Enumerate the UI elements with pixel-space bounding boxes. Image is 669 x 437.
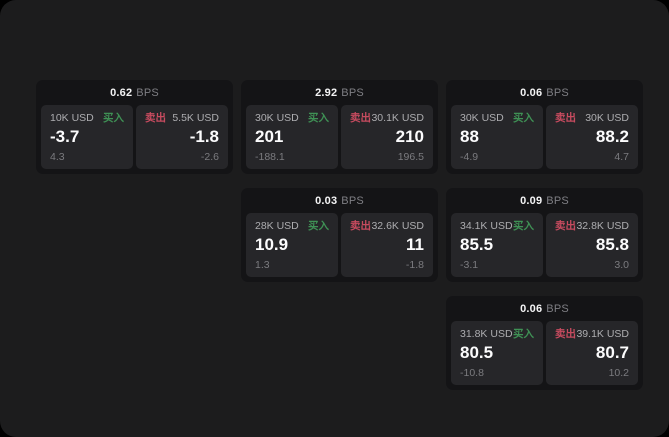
buy-label: 买入	[513, 112, 534, 124]
quote-body: 31.8K USD 买入 80.5 -10.8 卖出 39.1K USD 80.…	[446, 321, 643, 390]
sell-label: 卖出	[555, 112, 576, 124]
quote-body: 28K USD 买入 10.9 1.3 卖出 32.6K USD 11 -1.8	[241, 213, 438, 282]
buy-price: 80.5	[460, 343, 494, 362]
sell-amount: 30.1K USD	[371, 112, 424, 124]
buy-amount: 31.8K USD	[460, 328, 513, 340]
buy-panel[interactable]: 10K USD 买入 -3.7 4.3	[41, 105, 133, 169]
sell-amount: 32.8K USD	[576, 220, 629, 232]
bps-value: 0.09	[520, 194, 543, 207]
sell-label: 卖出	[555, 220, 576, 232]
bps-value: 0.62	[110, 86, 133, 99]
buy-panel[interactable]: 34.1K USD 买入 85.5 -3.1	[451, 213, 543, 277]
sell-delta: 3.0	[614, 259, 629, 271]
buy-amount: 30K USD	[460, 112, 504, 124]
sell-panel[interactable]: 卖出 30.1K USD 210 196.5	[341, 105, 433, 169]
quote-card: 0.03 BPS 28K USD 买入 10.9 1.3 卖出 32.6K US…	[241, 188, 438, 282]
buy-price: 88	[460, 127, 479, 146]
buy-amount: 10K USD	[50, 112, 94, 124]
quote-body: 10K USD 买入 -3.7 4.3 卖出 5.5K USD -1.8 -2.…	[36, 105, 233, 174]
buy-price: 10.9	[255, 235, 289, 254]
sell-price: 80.7	[595, 343, 629, 362]
bps-header: 0.06 BPS	[446, 80, 643, 105]
sell-delta: -1.8	[405, 259, 424, 271]
bps-value: 0.03	[315, 194, 338, 207]
buy-price: -3.7	[50, 127, 80, 146]
sell-delta: 4.7	[614, 151, 629, 163]
sell-panel[interactable]: 卖出 30K USD 88.2 4.7	[546, 105, 638, 169]
sell-panel[interactable]: 卖出 39.1K USD 80.7 10.2	[546, 321, 638, 385]
bps-header: 0.06 BPS	[446, 296, 643, 321]
buy-delta: -10.8	[460, 367, 484, 379]
buy-label: 买入	[308, 220, 329, 232]
buy-delta: -4.9	[460, 151, 479, 163]
buy-delta: 1.3	[255, 259, 270, 271]
sell-price: -1.8	[189, 127, 219, 146]
buy-label: 买入	[103, 112, 124, 124]
buy-panel[interactable]: 30K USD 买入 88 -4.9	[451, 105, 543, 169]
buy-panel[interactable]: 31.8K USD 买入 80.5 -10.8	[451, 321, 543, 385]
bps-unit: BPS	[341, 194, 364, 207]
sell-amount: 39.1K USD	[576, 328, 629, 340]
buy-label: 买入	[308, 112, 329, 124]
sell-panel[interactable]: 卖出 5.5K USD -1.8 -2.6	[136, 105, 228, 169]
sell-panel[interactable]: 卖出 32.8K USD 85.8 3.0	[546, 213, 638, 277]
bps-unit: BPS	[136, 86, 159, 99]
buy-amount: 30K USD	[255, 112, 299, 124]
quote-card: 2.92 BPS 30K USD 买入 201 -188.1 卖出 30.1K …	[241, 80, 438, 174]
bps-unit: BPS	[546, 302, 569, 315]
bps-value: 0.06	[520, 302, 543, 315]
quote-card: 0.06 BPS 31.8K USD 买入 80.5 -10.8 卖出 39.1…	[446, 296, 643, 390]
sell-amount: 30K USD	[585, 112, 629, 124]
buy-label: 买入	[513, 220, 534, 232]
bps-unit: BPS	[546, 194, 569, 207]
sell-price: 88.2	[595, 127, 629, 146]
sell-amount: 32.6K USD	[371, 220, 424, 232]
bps-header: 2.92 BPS	[241, 80, 438, 105]
quote-body: 30K USD 买入 201 -188.1 卖出 30.1K USD 210 1…	[241, 105, 438, 174]
buy-price: 85.5	[460, 235, 494, 254]
sell-panel[interactable]: 卖出 32.6K USD 11 -1.8	[341, 213, 433, 277]
bps-unit: BPS	[341, 86, 364, 99]
sell-label: 卖出	[555, 328, 576, 340]
buy-amount: 34.1K USD	[460, 220, 513, 232]
sell-delta: 10.2	[608, 367, 629, 379]
bps-header: 0.62 BPS	[36, 80, 233, 105]
bps-value: 2.92	[315, 86, 338, 99]
sell-price: 11	[406, 235, 424, 254]
buy-price: 201	[255, 127, 284, 146]
quote-body: 30K USD 买入 88 -4.9 卖出 30K USD 88.2 4.7	[446, 105, 643, 174]
sell-price: 85.8	[595, 235, 629, 254]
quote-card: 0.62 BPS 10K USD 买入 -3.7 4.3 卖出 5.5K USD…	[36, 80, 233, 174]
sell-label: 卖出	[350, 220, 371, 232]
sell-amount: 5.5K USD	[172, 112, 219, 124]
buy-label: 买入	[513, 328, 534, 340]
buy-delta: -3.1	[460, 259, 479, 271]
buy-amount: 28K USD	[255, 220, 299, 232]
buy-panel[interactable]: 30K USD 买入 201 -188.1	[246, 105, 338, 169]
buy-panel[interactable]: 28K USD 买入 10.9 1.3	[246, 213, 338, 277]
buy-delta: -188.1	[255, 151, 285, 163]
bps-header: 0.03 BPS	[241, 188, 438, 213]
sell-price: 210	[395, 127, 424, 146]
sell-label: 卖出	[350, 112, 371, 124]
quote-card: 0.09 BPS 34.1K USD 买入 85.5 -3.1 卖出 32.8K…	[446, 188, 643, 282]
quote-card: 0.06 BPS 30K USD 买入 88 -4.9 卖出 30K USD 8…	[446, 80, 643, 174]
bps-unit: BPS	[546, 86, 569, 99]
sell-delta: -2.6	[200, 151, 219, 163]
quote-body: 34.1K USD 买入 85.5 -3.1 卖出 32.8K USD 85.8…	[446, 213, 643, 282]
bps-header: 0.09 BPS	[446, 188, 643, 213]
buy-delta: 4.3	[50, 151, 65, 163]
sell-label: 卖出	[145, 112, 166, 124]
sell-delta: 196.5	[397, 151, 424, 163]
bps-value: 0.06	[520, 86, 543, 99]
